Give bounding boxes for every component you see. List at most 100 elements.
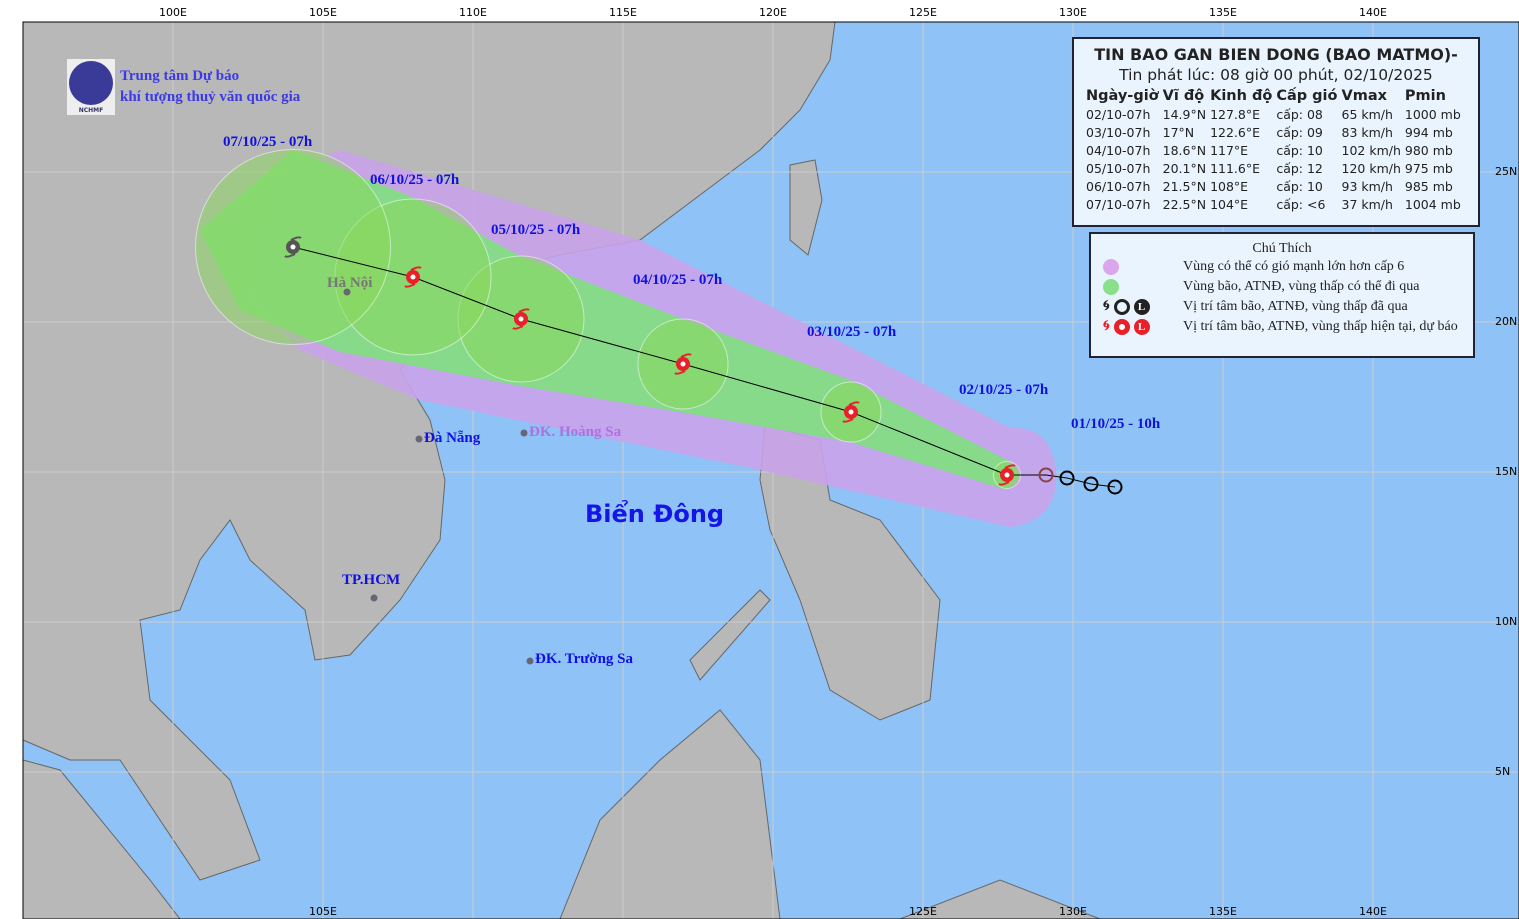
info-title: TIN BAO GAN BIEN DONG (BAO MATMO)-	[1094, 45, 1458, 64]
table-row: 02/10-07h 14.9°N 127.8°E cấp: 08 65 km/h 1000…	[1084, 106, 1463, 124]
table-cell: 1000 mb	[1404, 107, 1461, 122]
past-track-line	[1007, 474, 1116, 488]
place-marker	[520, 429, 528, 437]
table-cell: 83 km/h	[1341, 125, 1393, 140]
legend-item: 🌀︎ L Vị trí tâm bão, ATNĐ, vùng thấp hiện …	[1091, 317, 1473, 337]
longitude-label: 105E	[309, 905, 337, 918]
longitude-label: 100E	[159, 6, 187, 19]
column-header: Kinh độ	[1210, 88, 1273, 104]
table-cell: 04/10-07h	[1086, 143, 1151, 158]
current-low-icon: L	[1133, 319, 1150, 335]
legend-title: Chú Thích	[1252, 241, 1312, 256]
column-header: Pmin	[1404, 88, 1446, 104]
table-row: 04/10-07h 18.6°N 117°E cấp: 10 102 km/h 980 m…	[1084, 142, 1463, 160]
place-label: TP.HCM	[342, 572, 401, 588]
longitude-label: 135E	[1209, 6, 1237, 19]
past-storm-icon: 🌀︎	[1103, 299, 1110, 314]
table-cell: 18.6°N	[1162, 143, 1207, 158]
longitude-label: 140E	[1359, 6, 1387, 19]
storm-info-panel: TIN BAO GAN BIEN DONG (BAO MATMO)- Tin p…	[1072, 37, 1480, 227]
latitude-label: 20N	[1495, 315, 1518, 328]
legend-item: 🌀︎ L Vị trí tâm bão, ATNĐ, vùng thấp đã qu…	[1091, 297, 1473, 317]
table-cell: 117°E	[1210, 143, 1249, 158]
wind-zone-swatch-icon	[1103, 259, 1119, 275]
legend-label: Vị trí tâm bão, ATNĐ, vùng thấp đã qua	[1183, 299, 1408, 314]
latitude-label: 5N	[1495, 765, 1511, 778]
forecast-table: Ngày-giờ Vĩ độ Kinh độ Cấp gió Vmax Pmin 02/10…	[1084, 88, 1463, 214]
place-label: Hà Nội	[327, 275, 373, 291]
past-low-icon: L	[1133, 299, 1150, 315]
longitude-label: 130E	[1059, 905, 1087, 918]
table-cell: 102 km/h	[1341, 143, 1401, 158]
map-frame	[22, 21, 1519, 919]
table-cell: 17°N	[1162, 125, 1195, 140]
table-cell: cấp: 10	[1276, 143, 1323, 158]
table-cell: 111.6°E	[1210, 161, 1261, 176]
table-cell: cấp: 09	[1276, 125, 1323, 140]
column-header: Vĩ độ	[1162, 88, 1205, 104]
legend-label: Vùng có thể có gió mạnh lớn hơn cấp 6	[1183, 259, 1405, 274]
place-marker	[526, 657, 534, 665]
column-header: Vmax	[1341, 88, 1387, 104]
table-cell: 104°E	[1210, 197, 1249, 212]
past-position-icon	[1059, 470, 1075, 486]
table-cell: 93 km/h	[1341, 179, 1393, 194]
table-cell: 05/10-07h	[1086, 161, 1151, 176]
organization-name: Trung tâm Dự báo khí tượng thuỷ văn quốc…	[120, 66, 300, 108]
table-cell: cấp: 08	[1276, 107, 1323, 122]
storm-center-icon	[284, 236, 302, 258]
legend-item: Vùng bão, ATNĐ, vùng thấp có thể đi qua	[1091, 277, 1473, 297]
legend-panel: Chú Thích Vùng có thể có gió mạnh lớn hơ…	[1089, 232, 1475, 358]
table-cell: 980 mb	[1404, 143, 1453, 158]
latitude-label: 25N	[1495, 165, 1518, 178]
table-cell: cấp: 12	[1276, 161, 1323, 176]
current-depression-icon	[1113, 319, 1130, 335]
track-time-label: 06/10/25 - 07h	[370, 172, 460, 188]
place-marker	[415, 435, 423, 443]
table-cell: 03/10-07h	[1086, 125, 1151, 140]
table-cell: 1004 mb	[1404, 197, 1461, 212]
longitude-label: 135E	[1209, 905, 1237, 918]
org-line-1: Trung tâm Dự báo	[120, 68, 240, 84]
legend-item: Vùng có thể có gió mạnh lớn hơn cấp 6	[1091, 257, 1473, 277]
past-position-icon	[1083, 476, 1099, 492]
place-label: Đà Nẵng	[424, 430, 481, 446]
longitude-label: 125E	[909, 905, 937, 918]
storm-center-icon	[998, 464, 1016, 486]
logo-text: NCHMF	[78, 107, 104, 114]
sea-name-label: Biển Đông	[585, 500, 725, 528]
current-storm-icon: 🌀︎	[1103, 319, 1110, 334]
table-cell: 21.5°N	[1162, 179, 1207, 194]
column-header: Ngày-giờ	[1086, 88, 1159, 104]
past-time-label: 01/10/25 - 10h	[1071, 416, 1161, 432]
storm-track	[195, 149, 1123, 665]
longitude-label: 120E	[759, 6, 787, 19]
track-time-label: 02/10/25 - 07h	[959, 382, 1049, 398]
table-cell: 37 km/h	[1341, 197, 1393, 212]
org-line-2: khí tượng thuỷ văn quốc gia	[120, 89, 301, 105]
past-depression-icon	[1113, 299, 1130, 315]
longitude-label: 115E	[609, 6, 637, 19]
table-cell: 65 km/h	[1341, 107, 1393, 122]
storm-center-icon	[842, 401, 860, 423]
longitude-label: 140E	[1359, 905, 1387, 918]
track-time-label: 03/10/25 - 07h	[807, 324, 897, 340]
place-label: ĐK. Trường Sa	[535, 651, 634, 667]
column-header: Cấp gió	[1276, 88, 1338, 104]
forecast-track-line	[292, 246, 1008, 476]
table-cell: 07/10-07h	[1086, 197, 1151, 212]
table-row: 07/10-07h 22.5°N 104°E cấp: <6 37 km/h 1004 m…	[1084, 196, 1463, 214]
longitude-label: 110E	[459, 6, 487, 19]
issued-time: Tin phát lúc: 08 giờ 00 phút, 02/10/2025	[1119, 66, 1433, 84]
track-time-label: 05/10/25 - 07h	[491, 222, 581, 238]
past-position-icon	[1107, 479, 1123, 495]
table-row: 05/10-07h 20.1°N 111.6°E cấp: 12 120 km/h 975…	[1084, 160, 1463, 178]
logo: NCHMF	[67, 59, 115, 115]
table-cell: 985 mb	[1404, 179, 1453, 194]
table-cell: 108°E	[1210, 179, 1249, 194]
table-cell: 122.6°E	[1210, 125, 1261, 140]
storm-zone-swatch-icon	[1103, 279, 1119, 295]
track-time-label: 04/10/25 - 07h	[633, 272, 723, 288]
legend-label: Vị trí tâm bão, ATNĐ, vùng thấp hiện tại…	[1183, 319, 1458, 334]
storm-center-icon	[512, 308, 530, 330]
